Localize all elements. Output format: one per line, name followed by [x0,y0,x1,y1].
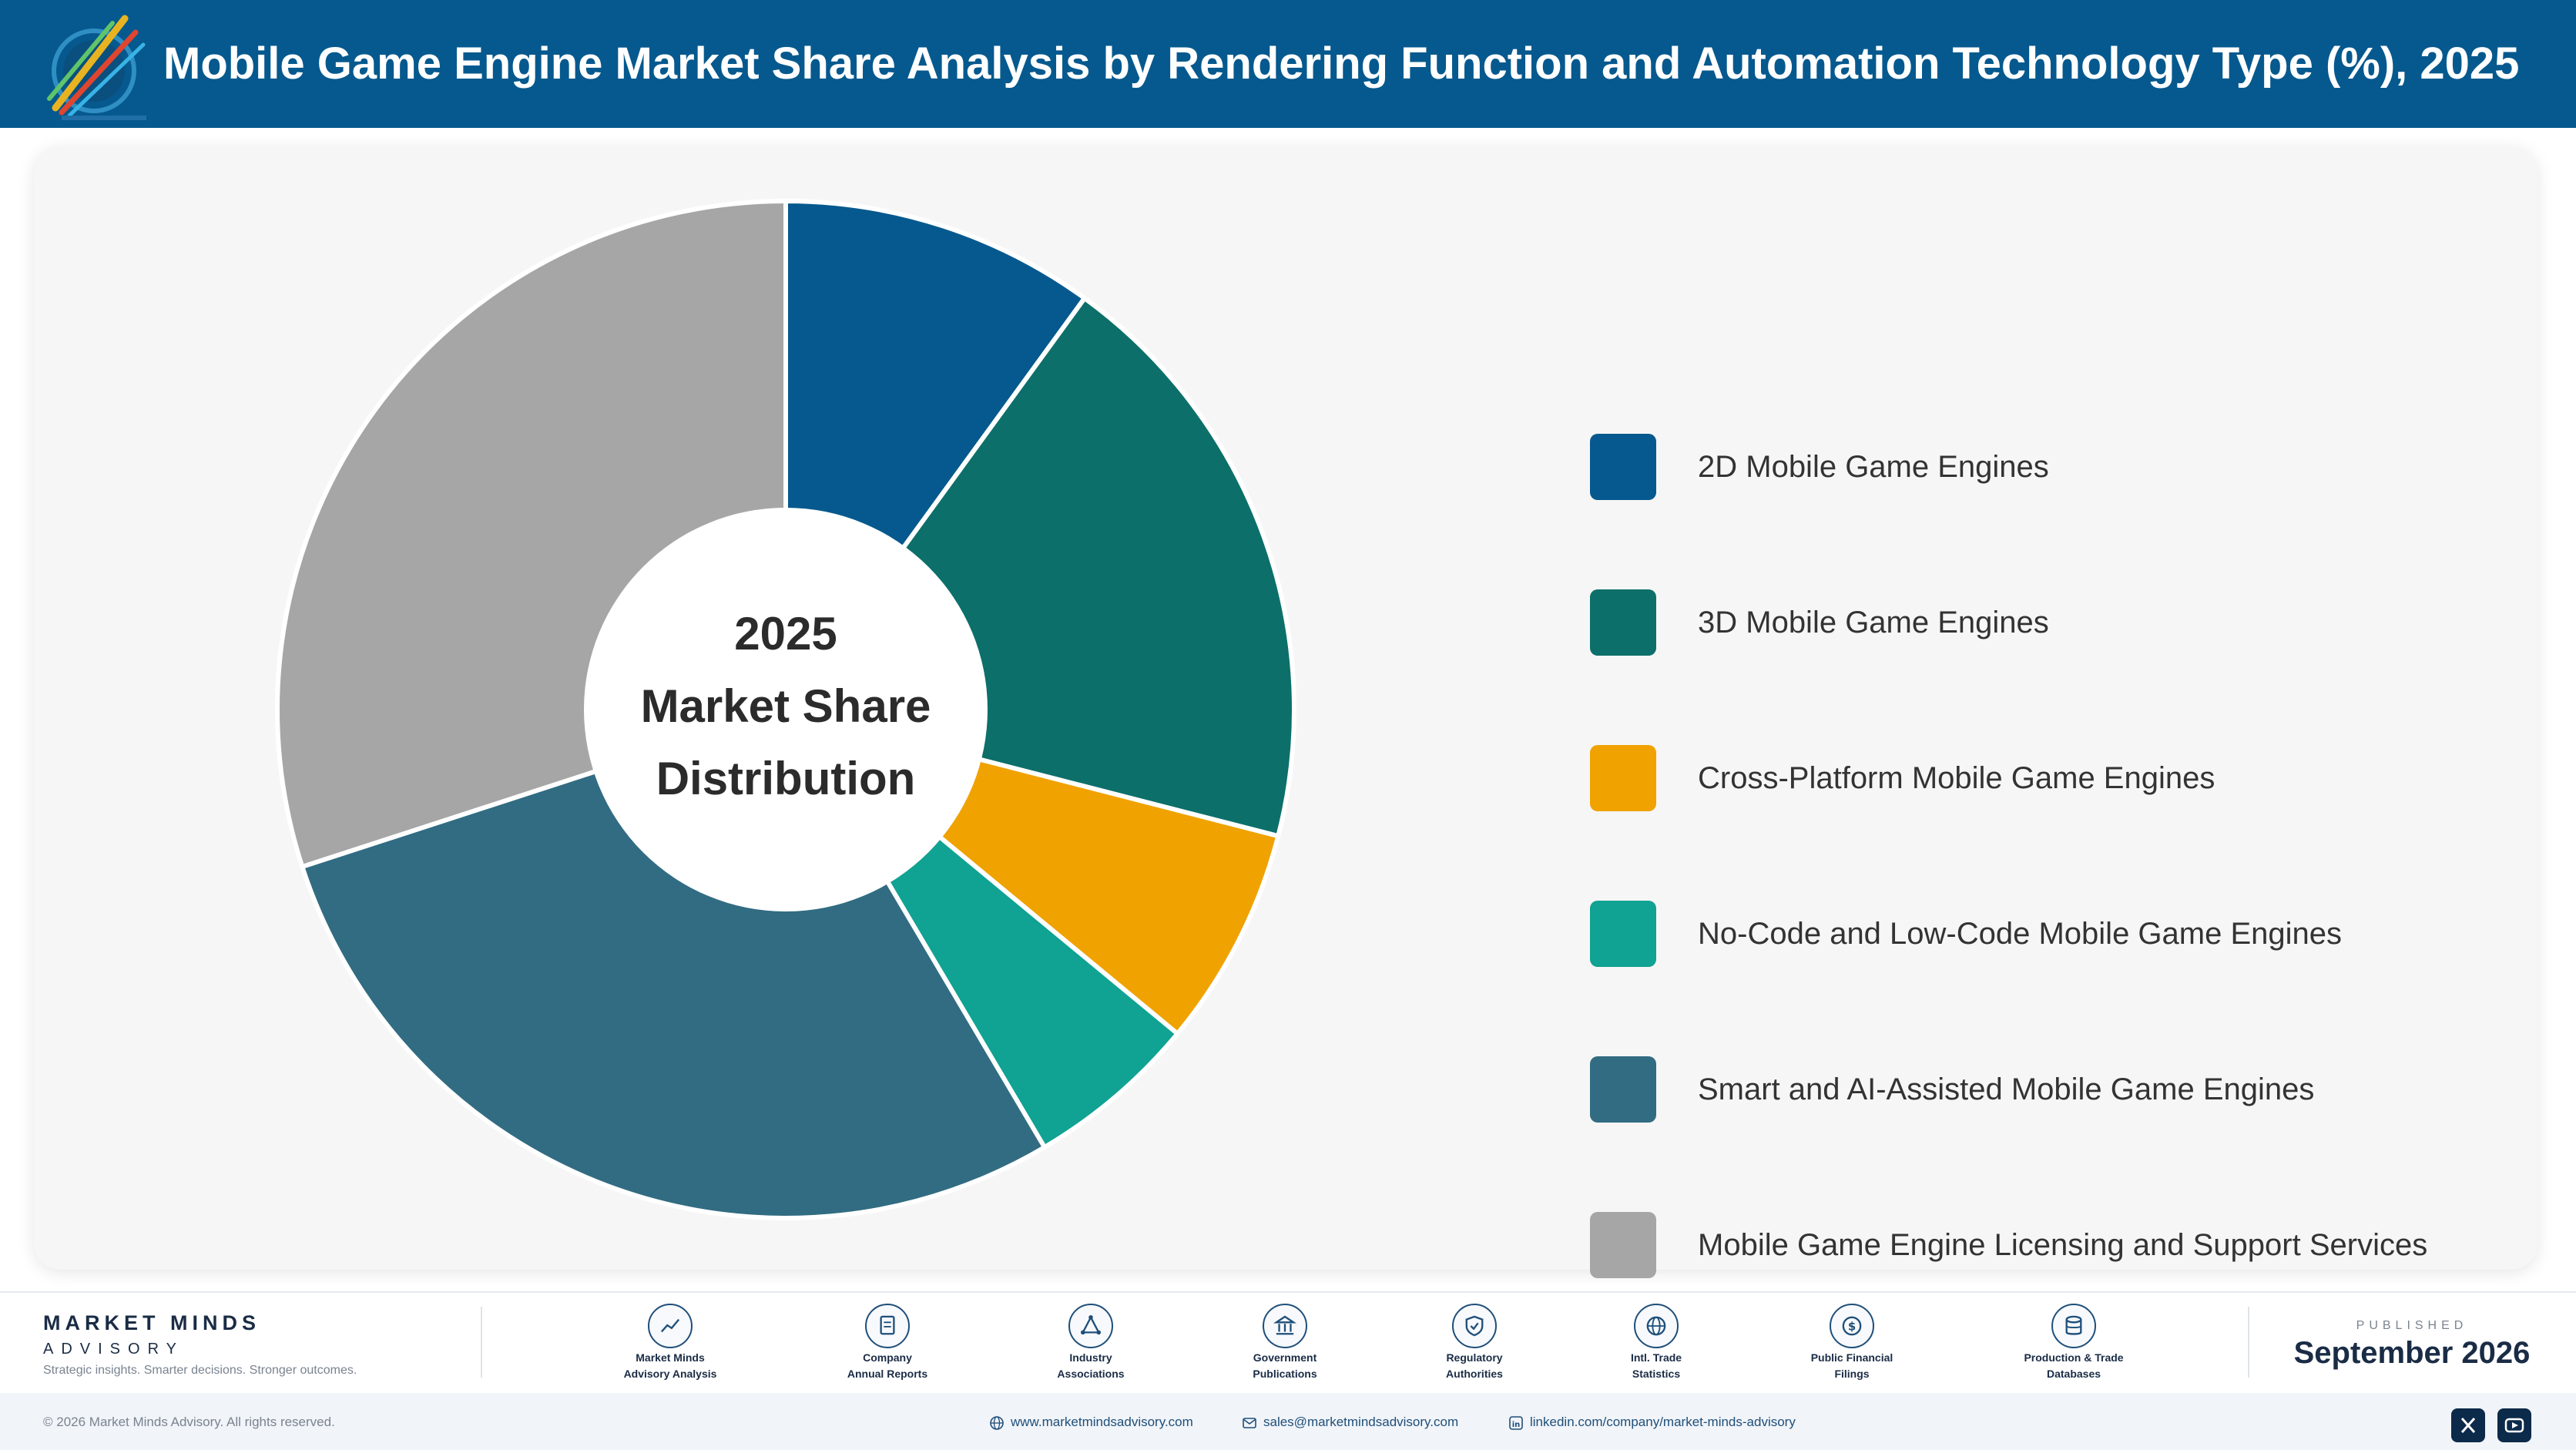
source-item: Government Publications [1200,1304,1370,1381]
published-date: September 2026 [2293,1336,2531,1370]
svg-text:$: $ [1848,1320,1856,1334]
legend-label: No-Code and Low-Code Mobile Game Engines [1698,917,2343,951]
legend-swatch [1590,1212,1656,1278]
donut-hole [584,508,988,911]
footer: MARKET MINDS ADVISORY Strategic insights… [0,1291,2576,1450]
source-label-1: Regulatory [1446,1351,1503,1364]
source-item: Company Annual Reports [803,1304,972,1381]
email-link[interactable]: sales@marketmindsadvisory.com [1242,1393,1458,1450]
source-label-1: Market Minds [636,1351,705,1364]
brand-sub: ADVISORY [43,1341,184,1358]
source-label-2: Statistics [1632,1368,1681,1380]
source-label-1: Government [1253,1351,1317,1364]
document-icon [865,1304,910,1348]
youtube-icon [2504,1418,2524,1433]
source-label-2: Associations [1057,1368,1125,1380]
brand-name: MARKET MINDS [43,1311,260,1334]
youtube-social-button[interactable] [2497,1408,2531,1442]
source-label-1: Production & Trade [2024,1351,2124,1364]
legend-swatch [1590,901,1656,967]
linkedin-link[interactable]: in linkedin.com/company/market-minds-advi… [1508,1393,1796,1450]
header-bar: Mobile Game Engine Market Share Analysis… [0,0,2576,128]
legend-label: 3D Mobile Game Engines [1698,606,2049,639]
shield-check-icon [1452,1304,1497,1348]
source-item: Regulatory Authorities [1390,1304,1559,1381]
legend-item: Cross-Platform Mobile Game Engines [1590,745,2553,811]
legend-label: 2D Mobile Game Engines [1698,450,2049,484]
chart-card: 2025 Market Share Distribution 2D Mobile… [34,146,2537,1278]
source-label-2: Authorities [1446,1368,1503,1380]
database-icon [2051,1304,2096,1348]
trend-chart-icon [648,1304,693,1348]
globe-icon [990,1415,1004,1430]
linkedin-icon: in [1509,1415,1523,1430]
brand-tagline: Strategic insights. Smarter decisions. S… [43,1364,357,1377]
donut-chart: 2025 Market Share Distribution [275,199,1296,1220]
source-label-2: Publications [1253,1368,1317,1380]
website-link[interactable]: www.marketmindsadvisory.com [989,1393,1193,1450]
published-label: PUBLISHED [2356,1319,2468,1332]
svg-text:in: in [1512,1421,1521,1429]
legend-item: Mobile Game Engine Licensing and Support… [1590,1212,2553,1278]
copyright: © 2026 Market Minds Advisory. All rights… [43,1415,335,1429]
divider [2248,1307,2249,1378]
divider [481,1307,482,1378]
source-item: Production & Trade Databases [1989,1304,2158,1381]
page-title: Mobile Game Engine Market Share Analysis… [163,39,2520,89]
source-label-2: Databases [2046,1368,2101,1380]
legend-item: No-Code and Low-Code Mobile Game Engines [1590,901,2553,967]
linkedin-text: linkedin.com/company/market-minds-adviso… [1530,1415,1796,1429]
legend-item: 3D Mobile Game Engines [1590,589,2553,656]
legend-label: Smart and AI-Assisted Mobile Game Engine… [1698,1072,2315,1106]
x-icon [2460,1418,2476,1433]
market-minds-logo-icon [47,15,146,120]
legend-item: 2D Mobile Game Engines [1590,434,2553,500]
legend-swatch [1590,434,1656,500]
legend-swatch [1590,1056,1656,1123]
source-item: Industry Associations [1006,1304,1176,1381]
email-text: sales@marketmindsadvisory.com [1263,1415,1459,1429]
source-label-1: Industry [1069,1351,1112,1364]
source-label-2: Advisory Analysis [623,1368,717,1380]
website-text: www.marketmindsadvisory.com [1011,1415,1193,1429]
bottom-bar: © 2026 Market Minds Advisory. All rights… [0,1393,2576,1450]
legend-swatch [1590,589,1656,656]
network-triangle-icon [1068,1304,1113,1348]
legend-label: Cross-Platform Mobile Game Engines [1698,761,2215,795]
center-label-line-2: Market Share [641,680,931,732]
globe-icon [1634,1304,1679,1348]
source-item: Intl. Trade Statistics [1571,1304,1741,1381]
source-item: Market Minds Advisory Analysis [585,1304,755,1381]
legend-label: Mobile Game Engine Licensing and Support… [1698,1228,2428,1262]
center-label-line-3: Distribution [656,753,916,804]
source-label-1: Public Financial [1810,1351,1893,1364]
source-item: $ Public Financial Filings [1767,1304,1937,1381]
dollar-coin-icon: $ [1830,1304,1874,1348]
mail-icon [1243,1417,1256,1428]
source-label-2: Annual Reports [847,1368,928,1380]
legend-item: Smart and AI-Assisted Mobile Game Engine… [1590,1056,2553,1123]
government-building-icon [1263,1304,1307,1348]
source-label-2: Filings [1834,1368,1870,1380]
center-label-line-1: 2025 [734,608,837,660]
x-social-button[interactable] [2451,1408,2485,1442]
legend-swatch [1590,745,1656,811]
source-label-1: Intl. Trade [1630,1351,1682,1364]
source-label-1: Company [863,1351,912,1364]
